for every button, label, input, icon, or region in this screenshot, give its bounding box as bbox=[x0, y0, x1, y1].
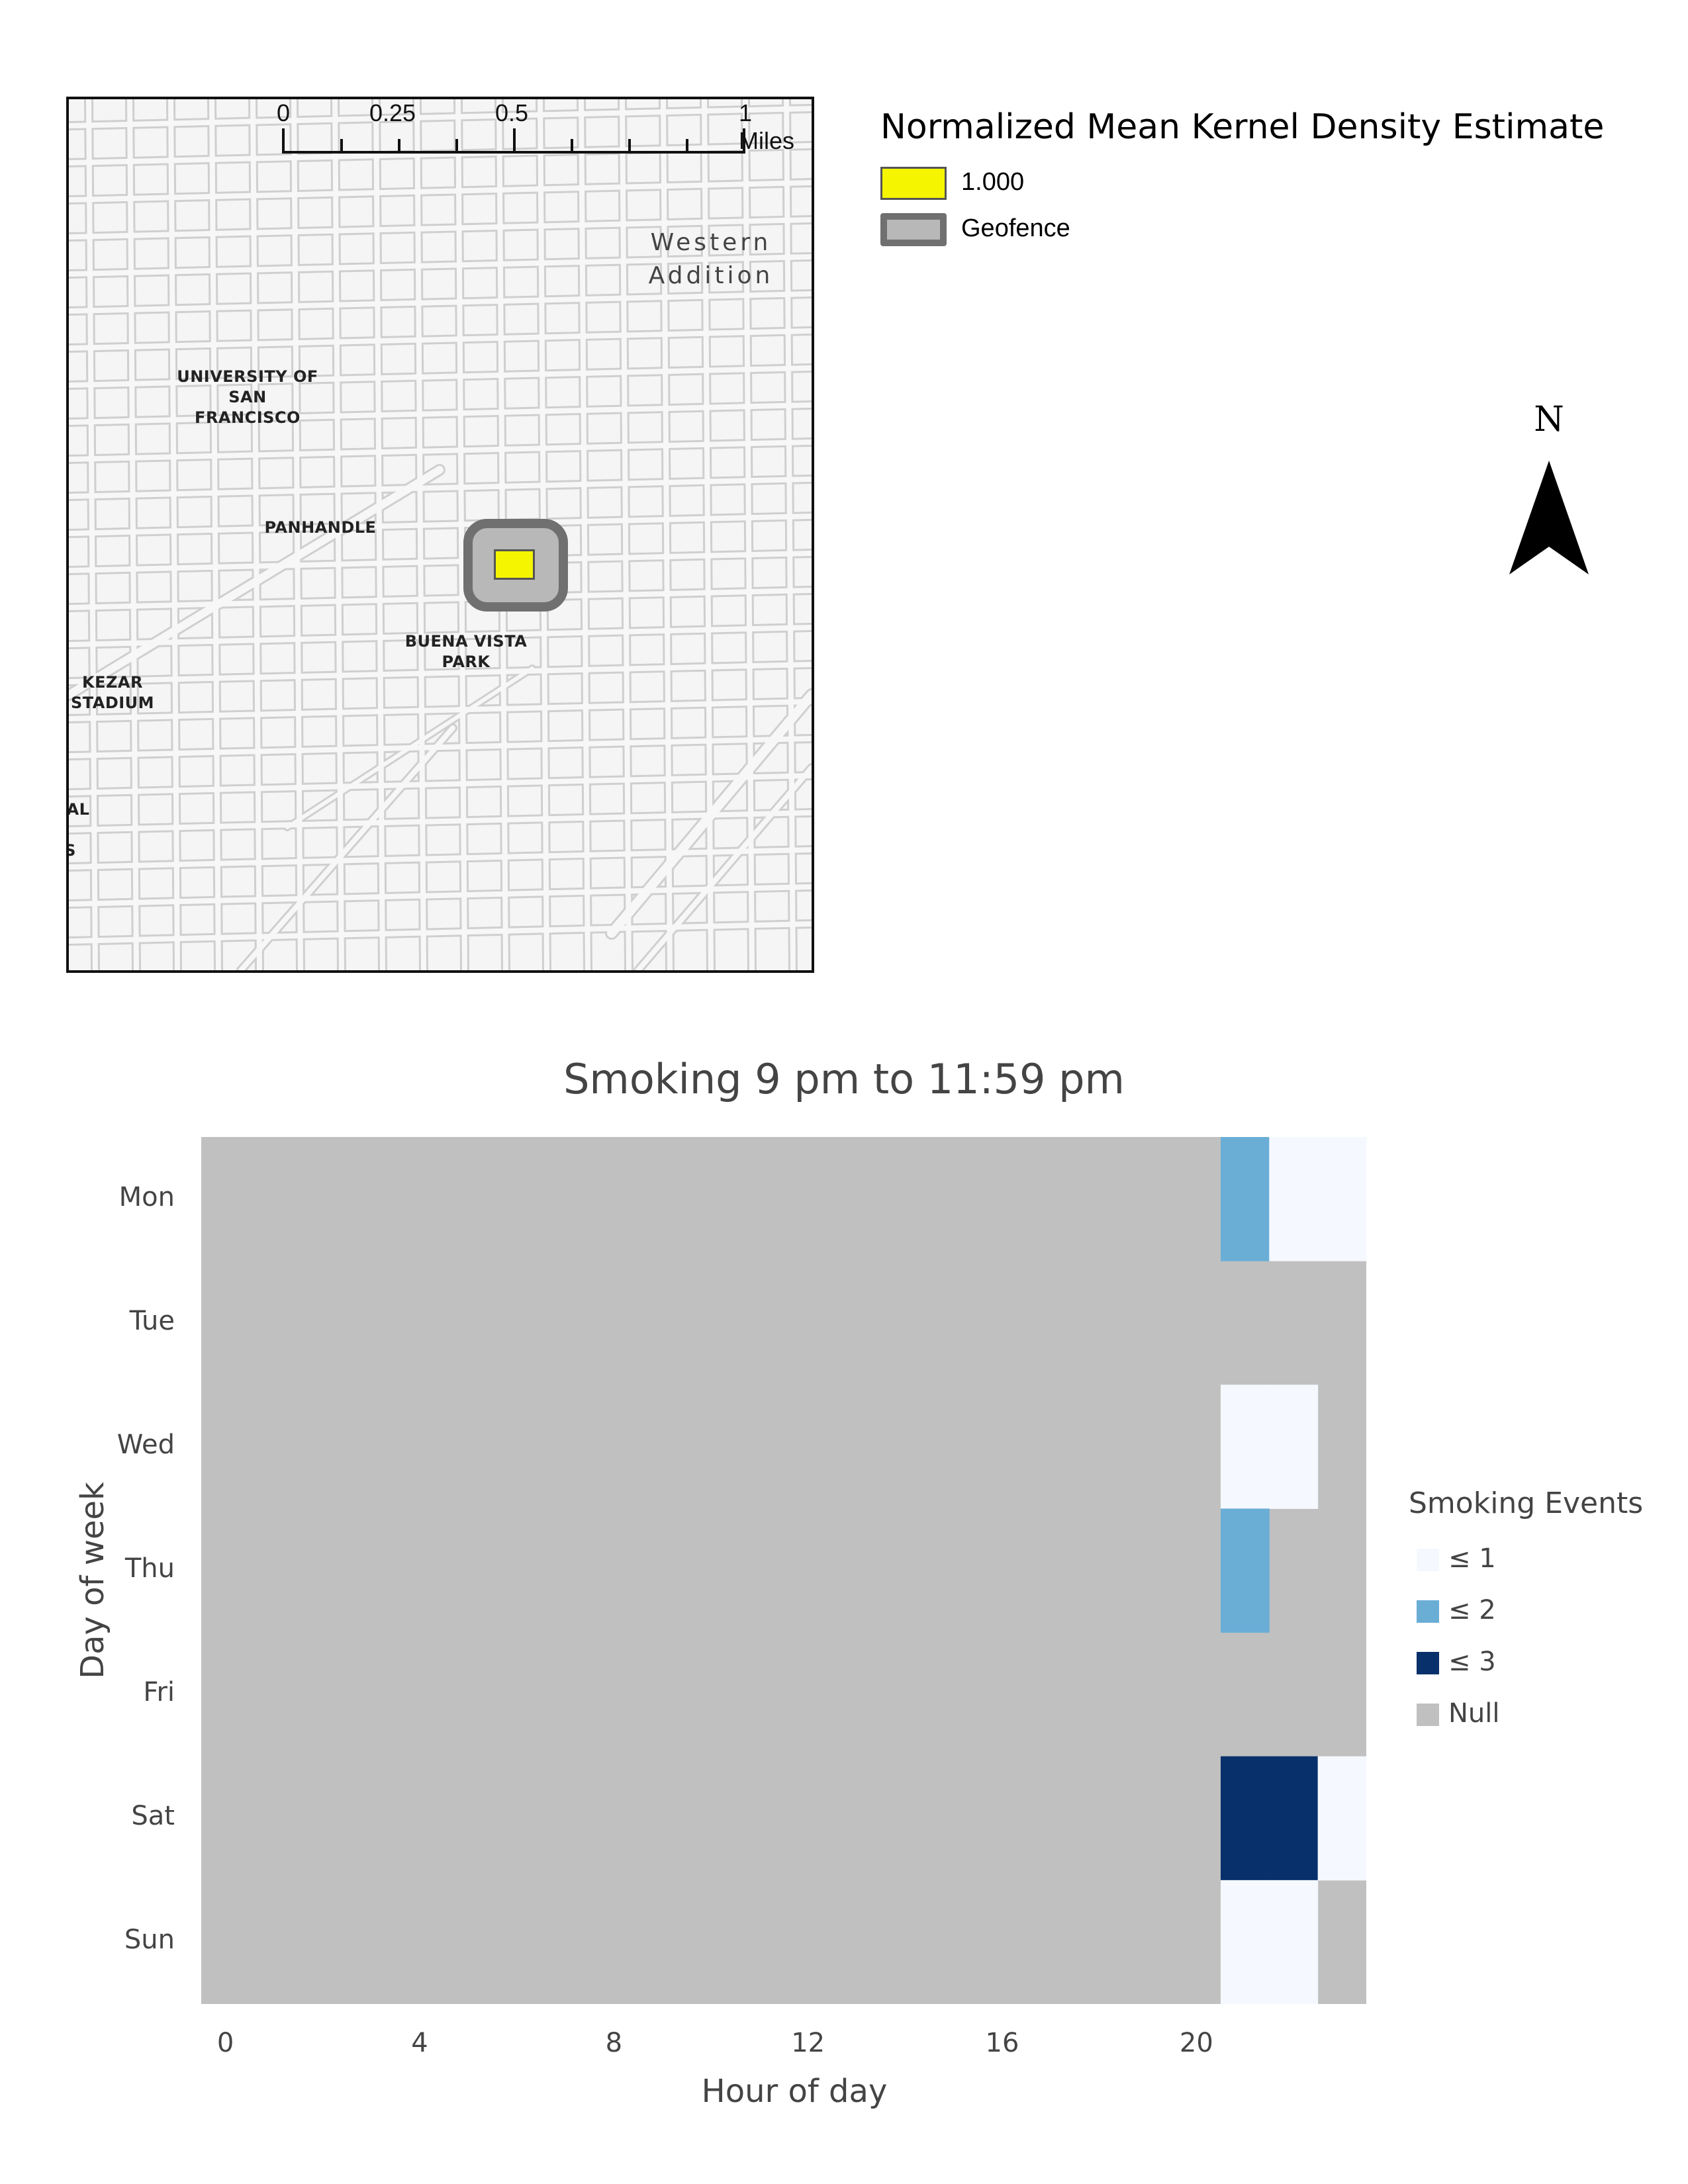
scale-label-0-5: 0.5 bbox=[495, 99, 529, 126]
heatmap-legend-swatch bbox=[1417, 1600, 1439, 1623]
heatmap-cell-sat-21 bbox=[1221, 1756, 1270, 1881]
heatmap-legend-label: ≤ 1 bbox=[1448, 1543, 1496, 1574]
y-axis-label: Day of week bbox=[74, 1482, 111, 1679]
scale-label-0: 0 bbox=[277, 99, 291, 126]
heatmap-legend-label: ≤ 3 bbox=[1448, 1647, 1496, 1677]
scale-bar-ticks bbox=[282, 128, 745, 154]
scale-label-0-25: 0.25 bbox=[369, 99, 416, 126]
map-label-western-addition: Western Addition bbox=[648, 229, 774, 289]
heatmap-cell-mon-23 bbox=[1317, 1137, 1367, 1261]
heatmap-null-background bbox=[201, 1137, 1366, 2004]
heatmap-legend-swatch bbox=[1417, 1704, 1439, 1726]
y-tick-wed: Wed bbox=[117, 1429, 175, 1460]
heatmap-cell-sun-22 bbox=[1269, 1880, 1319, 2005]
heatmap-cell-mon-22 bbox=[1269, 1137, 1319, 1261]
x-tick-8: 8 bbox=[605, 2028, 623, 2058]
heatmap-legend-label: ≤ 2 bbox=[1448, 1595, 1496, 1625]
y-tick-fri: Fri bbox=[143, 1677, 175, 1708]
map-label-partial-al: AL bbox=[66, 800, 90, 819]
geofence[interactable] bbox=[463, 519, 568, 612]
map-legend-title: Normalized Mean Kernel Density Estimate bbox=[880, 107, 1605, 147]
x-tick-12: 12 bbox=[791, 2028, 825, 2058]
heatmap-legend-title: Smoking Events bbox=[1409, 1486, 1644, 1520]
heatmap-cell-wed-22 bbox=[1269, 1385, 1319, 1509]
y-tick-sat: Sat bbox=[131, 1801, 175, 1832]
x-tick-16: 16 bbox=[985, 2028, 1019, 2058]
north-label: N bbox=[1534, 400, 1564, 439]
street-network bbox=[69, 99, 812, 970]
heatmap-cell-wed-21 bbox=[1221, 1385, 1270, 1509]
heatmap-cell-sat-23 bbox=[1317, 1756, 1367, 1881]
x-tick-4: 4 bbox=[411, 2028, 428, 2058]
heatmap-cell-sun-21 bbox=[1221, 1880, 1270, 2005]
heatmap-legend-label: Null bbox=[1448, 1698, 1500, 1729]
x-tick-20: 20 bbox=[1179, 2028, 1213, 2058]
y-tick-tue: Tue bbox=[129, 1305, 175, 1336]
north-arrow-icon bbox=[1509, 461, 1589, 574]
y-tick-mon: Mon bbox=[118, 1181, 175, 1212]
scale-bar: 0 0.25 0.5 1 Miles bbox=[66, 97, 814, 163]
density-swatch bbox=[880, 167, 947, 200]
geofence-swatch bbox=[880, 213, 947, 246]
y-tick-sun: Sun bbox=[124, 1925, 175, 1956]
map-label-kezar: KEZAR STADIUM bbox=[70, 673, 155, 712]
heatmap-cell-thu-21 bbox=[1221, 1508, 1270, 1633]
density-cell[interactable] bbox=[494, 549, 535, 580]
y-tick-thu: Thu bbox=[124, 1553, 175, 1584]
map-label-buena-vista: BUENA VISTA PARK bbox=[404, 632, 528, 671]
heatmap-cell-sat-22 bbox=[1269, 1756, 1319, 1881]
map-label-university: UNIVERSITY OF SAN FRANCISCO bbox=[177, 367, 318, 427]
basemap[interactable]: UNIVERSITY OF SAN FRANCISCO PANHANDLE BU… bbox=[66, 97, 814, 973]
heatmap-cell-mon-21 bbox=[1221, 1137, 1270, 1261]
x-axis-label: Hour of day bbox=[701, 2073, 888, 2110]
heatmap-legend-swatch bbox=[1417, 1652, 1439, 1674]
map-legend-label: Geofence bbox=[961, 214, 1070, 242]
map-label-partial-s: S bbox=[69, 841, 77, 861]
scale-label-1-miles: 1 Miles bbox=[739, 99, 795, 154]
x-tick-0: 0 bbox=[216, 2028, 234, 2058]
map-label-panhandle: PANHANDLE bbox=[264, 518, 377, 537]
map-legend-label: 1.000 bbox=[961, 168, 1025, 196]
chart-title: Smoking 9 pm to 11:59 pm bbox=[563, 1055, 1125, 1103]
heatmap-legend-swatch bbox=[1417, 1549, 1439, 1571]
